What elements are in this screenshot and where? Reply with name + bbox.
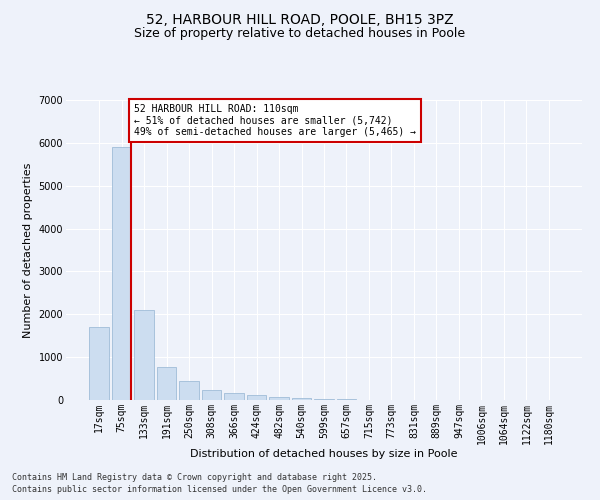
Bar bbox=[112, 147, 131, 400]
Text: Contains HM Land Registry data © Crown copyright and database right 2025.: Contains HM Land Registry data © Crown c… bbox=[12, 472, 377, 482]
Text: 52 HARBOUR HILL ROAD: 110sqm
← 51% of detached houses are smaller (5,742)
49% of: 52 HARBOUR HILL ROAD: 110sqm ← 51% of de… bbox=[134, 104, 416, 138]
Bar bbox=[202, 390, 221, 400]
Bar bbox=[157, 366, 176, 400]
Bar bbox=[337, 399, 356, 400]
Y-axis label: Number of detached properties: Number of detached properties bbox=[23, 162, 33, 338]
Bar bbox=[269, 396, 289, 400]
Text: Size of property relative to detached houses in Poole: Size of property relative to detached ho… bbox=[134, 28, 466, 40]
Bar bbox=[179, 380, 199, 400]
Bar bbox=[247, 395, 266, 400]
Bar bbox=[134, 310, 154, 400]
Bar bbox=[292, 398, 311, 400]
Bar bbox=[314, 398, 334, 400]
Bar bbox=[224, 392, 244, 400]
Bar bbox=[89, 327, 109, 400]
Text: Contains public sector information licensed under the Open Government Licence v3: Contains public sector information licen… bbox=[12, 485, 427, 494]
Text: 52, HARBOUR HILL ROAD, POOLE, BH15 3PZ: 52, HARBOUR HILL ROAD, POOLE, BH15 3PZ bbox=[146, 12, 454, 26]
X-axis label: Distribution of detached houses by size in Poole: Distribution of detached houses by size … bbox=[190, 450, 458, 460]
